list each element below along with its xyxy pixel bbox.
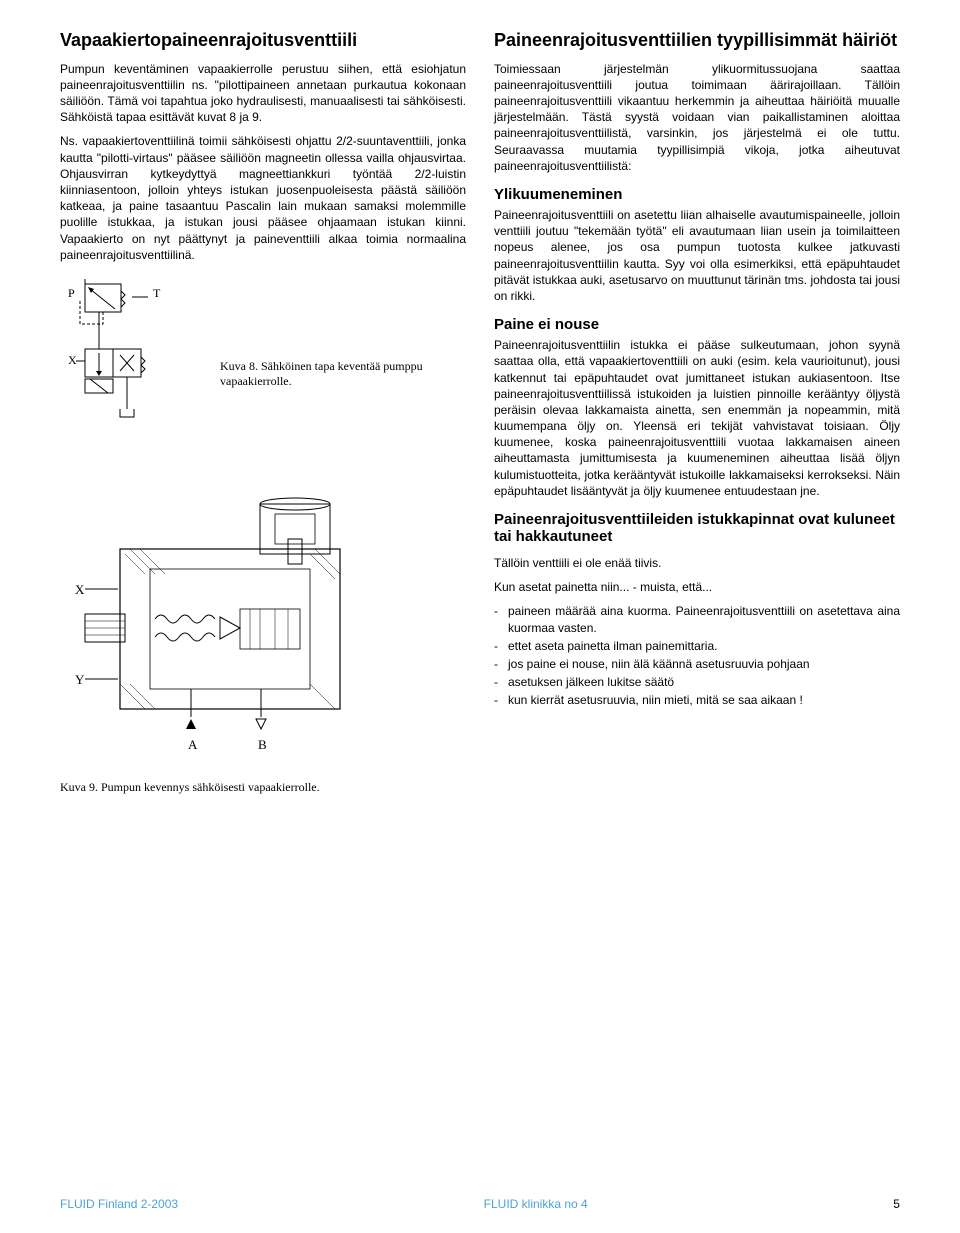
left-title: Vapaakiertopaineenrajoitusventtiili xyxy=(60,30,466,51)
svg-text:A: A xyxy=(188,737,198,752)
list-item-text: jos paine ei nouse, niin älä käännä aset… xyxy=(508,656,810,672)
list-item: -ettet aseta painetta ilman painemittari… xyxy=(494,638,900,654)
pump-cutaway-diagram-icon: X Y A B xyxy=(60,489,400,769)
list-item: -paineen määrää aina kuorma. Paineenrajo… xyxy=(494,603,900,635)
left-paragraph-2: Ns. vapaakiertoventtiilinä toimii sähköi… xyxy=(60,133,466,263)
figure-9-caption: Kuva 9. Pumpun kevennys sähköisesti vapa… xyxy=(60,780,466,795)
sub-heading-no-pressure: Paine ei nouse xyxy=(494,316,900,333)
figure-8-caption: Kuva 8. Sähköinen tapa keventää pumppu v… xyxy=(220,359,466,389)
right-column: Paineenrajoitusventtiilien tyypillisimmä… xyxy=(494,30,900,815)
page-footer: FLUID Finland 2-2003 FLUID klinikka no 4… xyxy=(60,1197,900,1211)
sub2-paragraph: Paineenrajoitusventtiilin istukka ei pää… xyxy=(494,337,900,499)
right-title: Paineenrajoitusventtiilien tyypillisimmä… xyxy=(494,30,900,51)
figure-8: P T X xyxy=(60,279,466,469)
figure-9: X Y A B Kuva 9. Pumpun kevennys sähköise… xyxy=(60,489,466,795)
footer-center: FLUID klinikka no 4 xyxy=(484,1197,588,1211)
svg-text:P: P xyxy=(68,286,75,300)
svg-text:X: X xyxy=(75,582,85,597)
left-column: Vapaakiertopaineenrajoitusventtiili Pump… xyxy=(60,30,466,815)
right-paragraph-intro: Toimiessaan järjestelmän ylikuormitussuo… xyxy=(494,61,900,174)
footer-page-number: 5 xyxy=(893,1197,900,1211)
list-item-text: asetuksen jälkeen lukitse säätö xyxy=(508,674,674,690)
svg-text:Y: Y xyxy=(75,672,85,687)
list-item: -jos paine ei nouse, niin älä käännä ase… xyxy=(494,656,900,672)
svg-text:B: B xyxy=(258,737,267,752)
bullet-list: -paineen määrää aina kuorma. Paineenrajo… xyxy=(494,603,900,708)
sub3-paragraph-2: Kun asetat painetta niin... - muista, et… xyxy=(494,579,900,595)
two-column-layout: Vapaakiertopaineenrajoitusventtiili Pump… xyxy=(60,30,900,815)
sub-heading-overheating: Ylikuumeneminen xyxy=(494,186,900,203)
svg-text:T: T xyxy=(153,286,161,300)
list-item-text: ettet aseta painetta ilman painemittaria… xyxy=(508,638,717,654)
left-paragraph-1: Pumpun keventäminen vapaakierrolle perus… xyxy=(60,61,466,126)
footer-left: FLUID Finland 2-2003 xyxy=(60,1197,178,1211)
list-item: -asetuksen jälkeen lukitse säätö xyxy=(494,674,900,690)
list-item: -kun kierrät asetusruuvia, niin mieti, m… xyxy=(494,692,900,708)
sub-heading-wear: Paineenrajoitusventtiileiden istukkapinn… xyxy=(494,511,900,545)
sub3-paragraph-1: Tällöin venttiili ei ole enää tiivis. xyxy=(494,555,900,571)
list-item-text: kun kierrät asetusruuvia, niin mieti, mi… xyxy=(508,692,803,708)
list-item-text: paineen määrää aina kuorma. Paineenrajoi… xyxy=(508,603,900,635)
svg-text:X: X xyxy=(68,353,77,367)
schematic-diagram-icon: P T X xyxy=(60,279,210,469)
sub1-paragraph: Paineenrajoitusventtiili on asetettu lii… xyxy=(494,207,900,304)
